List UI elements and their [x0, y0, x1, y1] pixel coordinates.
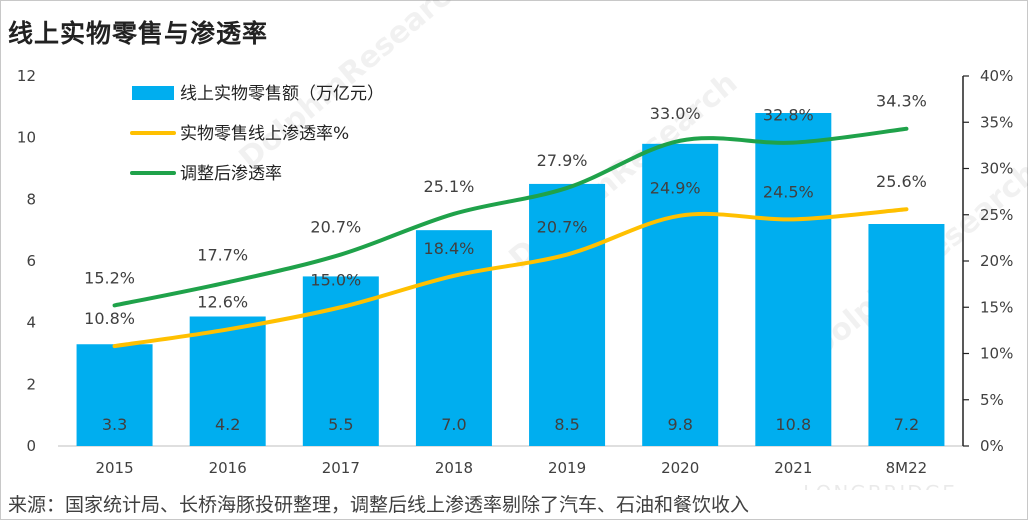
y-right-tick-label: 35% [980, 113, 1013, 131]
bar-value-label: 3.3 [102, 415, 127, 434]
bar [755, 113, 832, 446]
chart-title: 线上实物零售与渗透率 [8, 19, 269, 48]
y-right-tick-label: 20% [980, 252, 1013, 270]
y-left-tick-label: 0 [26, 437, 36, 455]
bar-value-label: 4.2 [215, 415, 240, 434]
axes: 0 2 4 6 8 10 12 0% 5% 10% 15% 20% 25% 30% 35% 40% 2015 20… [17, 67, 1013, 477]
y-left-tick-label: 12 [17, 67, 36, 85]
x-tick-label: 2019 [548, 459, 586, 477]
line-value-label: 32.8% [763, 106, 814, 125]
bar-series [76, 113, 945, 447]
y-right-tick-label: 30% [980, 160, 1013, 178]
bar-value-label: 7.0 [441, 415, 466, 434]
y-right-tick-label: 0% [980, 437, 1004, 455]
source-note: 来源：国家统计局、长桥海豚投研整理，调整后线上渗透率剔除了汽车、石油和餐饮收入 [8, 494, 750, 516]
line-value-label: 34.3% [876, 92, 927, 111]
line-value-label: 20.7% [537, 218, 588, 237]
legend-label: 线上实物零售额（万亿元） [180, 84, 384, 104]
bar [302, 276, 379, 446]
bar-value-label: 9.8 [667, 415, 692, 434]
bar [76, 344, 153, 446]
bar [868, 224, 945, 446]
legend-label: 实物零售线上渗透率% [180, 124, 349, 144]
data-labels: 3.3 4.2 5.5 7.0 8.5 9.8 10.8 7.2 10.8% 12.6% 15.0%… [84, 92, 927, 434]
legend: 线上实物零售额（万亿元） 实物零售线上渗透率% 调整后渗透率 [130, 84, 384, 184]
line-value-label: 10.8% [84, 309, 135, 328]
bar [415, 230, 492, 446]
line-series-path [112, 126, 909, 308]
chart-canvas: DolphinResearchDolphinResearchDolphinRes… [17, 0, 1028, 490]
x-tick-label: 2021 [774, 459, 812, 477]
y-right-tick-label: 40% [980, 67, 1013, 85]
y-left-tick-label: 10 [17, 129, 36, 147]
x-tick-label: 2016 [209, 459, 247, 477]
x-tick-label: 8M22 [886, 459, 928, 477]
x-tick-label: 2020 [661, 459, 699, 477]
x-tick-label: 2017 [322, 459, 360, 477]
bar-value-label: 8.5 [554, 415, 579, 434]
line-series [112, 126, 909, 349]
x-tick-label: 2015 [95, 459, 133, 477]
line-value-label: 33.0% [650, 104, 701, 123]
y-left-tick-label: 8 [26, 190, 36, 208]
line-value-label: 12.6% [197, 292, 248, 311]
bar-value-label: 5.5 [328, 415, 353, 434]
bar-value-label: 10.8 [776, 415, 812, 434]
bar [642, 143, 719, 447]
line-value-label: 15.2% [84, 268, 135, 287]
line-value-label: 24.9% [650, 179, 701, 198]
line-value-label: 27.9% [537, 151, 588, 170]
bar [529, 183, 606, 446]
line-value-label: 17.7% [197, 245, 248, 264]
legend-label: 调整后渗透率 [180, 164, 282, 184]
bar-value-label: 7.2 [894, 415, 919, 434]
bar [189, 316, 266, 446]
y-right-tick-label: 10% [980, 345, 1013, 363]
line-value-label: 15.0% [310, 270, 361, 289]
y-left-tick-label: 4 [26, 314, 36, 332]
line-value-label: 24.5% [763, 182, 814, 201]
watermark-brand: LONGBRIDGE [803, 481, 957, 490]
legend-swatch-bar [132, 86, 174, 100]
x-tick-label: 2018 [435, 459, 473, 477]
y-right-tick-label: 5% [980, 391, 1004, 409]
line-value-label: 25.1% [424, 177, 475, 196]
y-left-tick-label: 6 [26, 252, 36, 270]
y-right-tick-label: 25% [980, 206, 1013, 224]
line-series-path [112, 207, 909, 349]
line-value-label: 20.7% [310, 218, 361, 237]
y-right-tick-label: 15% [980, 298, 1013, 316]
line-value-label: 25.6% [876, 172, 927, 191]
line-value-label: 18.4% [424, 239, 475, 258]
y-left-tick-label: 2 [26, 375, 36, 393]
